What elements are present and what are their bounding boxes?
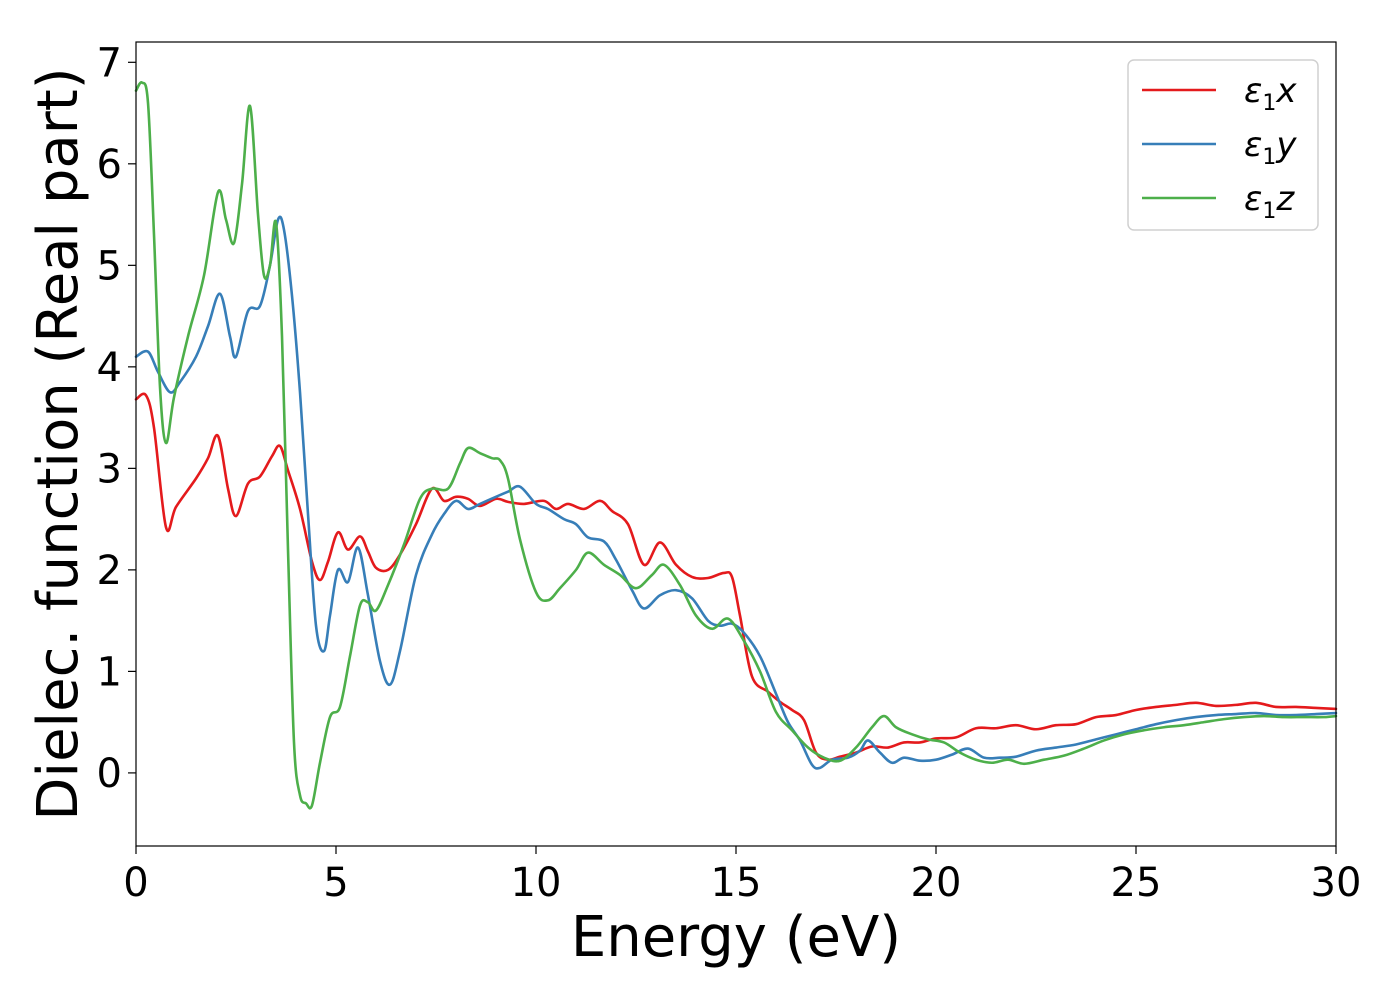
y-tick-label: 5 — [97, 243, 122, 289]
x-axis-title: Energy (eV) — [571, 905, 901, 970]
y-tick-label: 6 — [97, 142, 122, 188]
legend-label-base: ε — [1244, 125, 1262, 165]
y-tick-label: 7 — [97, 40, 122, 86]
y-tick-label: 0 — [97, 751, 122, 797]
legend-label-y: ε1y — [1244, 125, 1297, 170]
legend-label-tail: z — [1275, 179, 1295, 219]
legend-label-tail: x — [1275, 71, 1297, 111]
legend-label-base: ε — [1244, 71, 1262, 111]
x-tick-label: 0 — [123, 860, 148, 906]
y-axis-title: Dielec. function (Real part) — [26, 67, 91, 820]
y-tick-label: 3 — [97, 446, 122, 492]
legend-label-sub: 1 — [1262, 199, 1276, 224]
x-tick-label: 25 — [1111, 860, 1162, 906]
y-tick-label: 1 — [97, 649, 122, 695]
legend-label-sub: 1 — [1262, 91, 1276, 116]
series-line-y — [134, 215, 1338, 770]
legend-box — [1127, 59, 1319, 231]
x-tick-label: 15 — [711, 860, 762, 906]
legend-label-x: ε1x — [1244, 71, 1297, 116]
x-tick-label: 5 — [323, 860, 348, 906]
legend-label-z: ε1z — [1244, 179, 1295, 224]
legend-label-tail: y — [1275, 125, 1297, 165]
x-tick-label: 20 — [911, 860, 962, 906]
y-tick-label: 4 — [97, 345, 122, 391]
x-tick-label: 10 — [511, 860, 562, 906]
series-line-z — [134, 81, 1338, 810]
legend-label-sub: 1 — [1262, 145, 1276, 170]
y-tick-label: 2 — [97, 548, 122, 594]
legend-label-base: ε — [1244, 179, 1262, 219]
y-axis-ticks: 0 1 2 3 4 5 6 7 — [97, 40, 136, 797]
x-axis-ticks: 0 5 10 15 20 25 30 — [123, 846, 1361, 906]
x-tick-label: 30 — [1311, 860, 1362, 906]
series-layer — [134, 81, 1338, 810]
